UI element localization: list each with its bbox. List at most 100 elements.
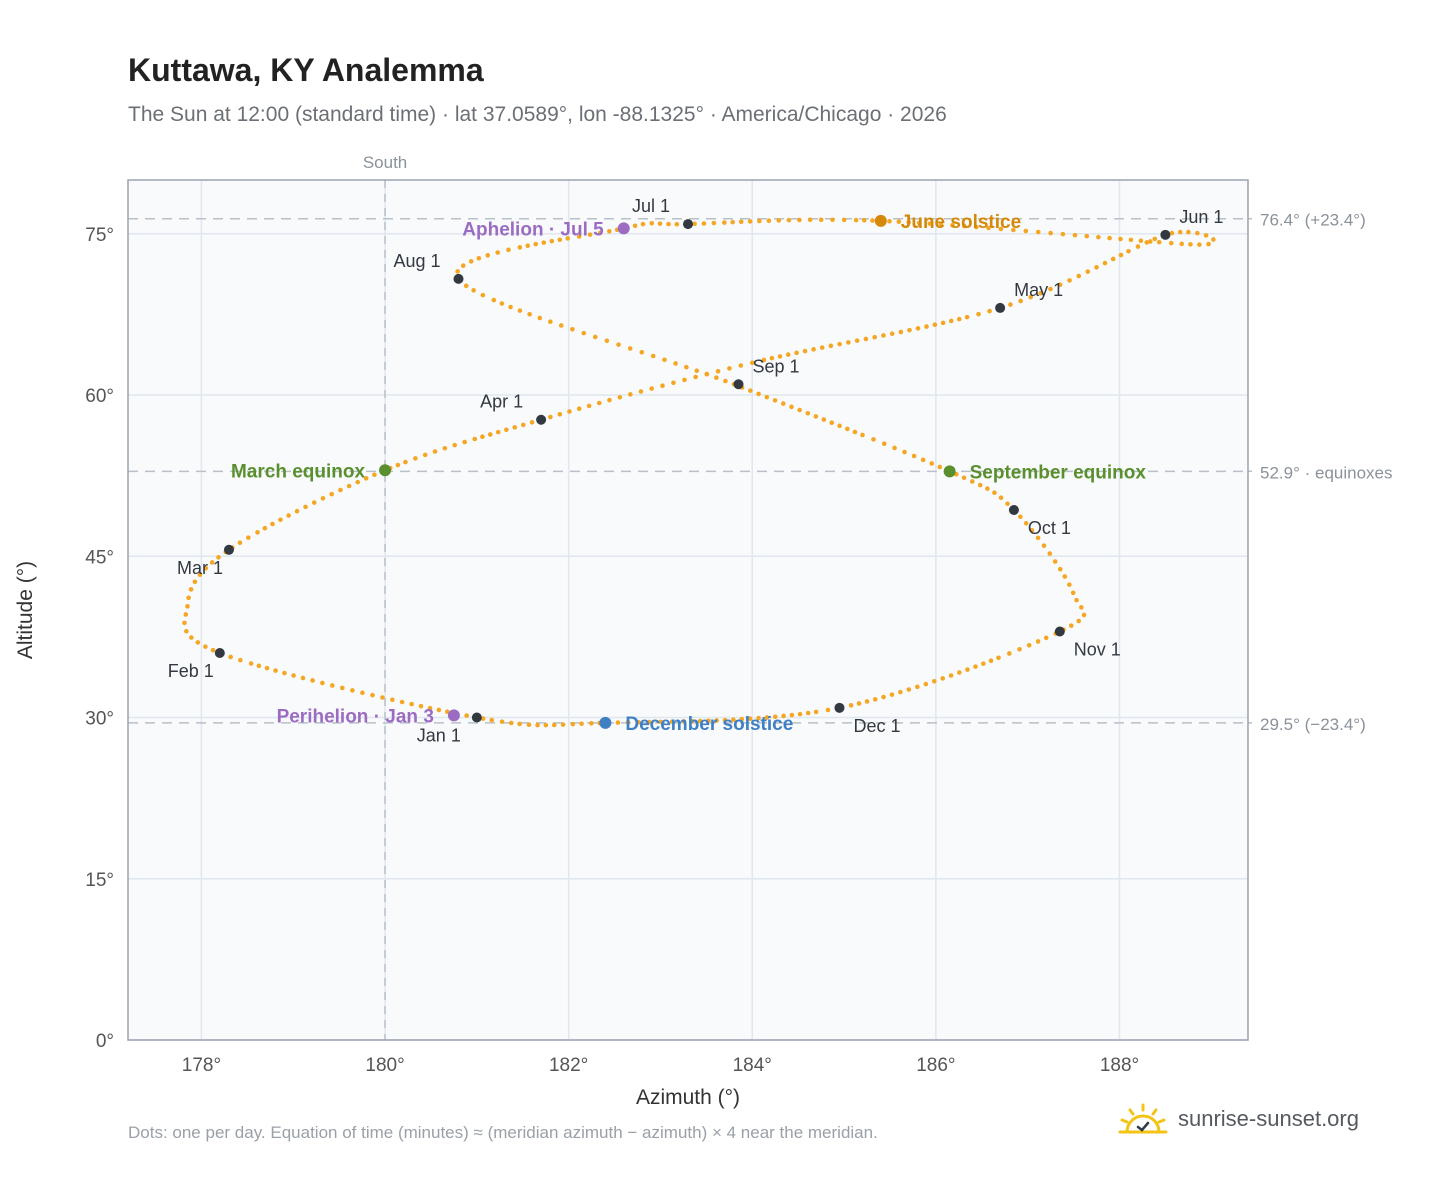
day-dot <box>694 368 700 373</box>
x-tick-label: 188° <box>1100 1055 1139 1076</box>
day-dot <box>1188 242 1193 247</box>
day-dot <box>370 692 375 698</box>
day-dot <box>395 462 401 468</box>
day-dot <box>785 352 791 357</box>
day-dot <box>560 722 566 727</box>
day-dot <box>278 517 283 523</box>
day-dot <box>329 683 335 688</box>
day-dot <box>981 661 986 666</box>
month-marker-label: Feb 1 <box>168 661 214 681</box>
day-dot <box>794 350 799 356</box>
day-dot <box>898 329 904 335</box>
day-dot <box>567 409 572 414</box>
day-dot <box>209 560 215 565</box>
day-dot <box>898 689 903 695</box>
event-label: June solstice <box>901 212 1021 233</box>
day-dot <box>427 705 433 711</box>
y-tick-label: 30° <box>85 709 114 730</box>
day-dot <box>714 718 719 723</box>
day-dot <box>911 453 917 459</box>
day-dot <box>565 236 571 241</box>
day-dot <box>860 432 865 438</box>
day-dot <box>627 346 633 351</box>
day-dot <box>872 697 878 702</box>
day-dot <box>1144 240 1150 245</box>
day-dot <box>780 401 786 406</box>
day-dot <box>1148 239 1153 244</box>
day-dot <box>294 508 300 514</box>
day-dot <box>1156 239 1162 245</box>
day-dot <box>517 721 522 727</box>
day-dot <box>906 687 912 692</box>
day-dot <box>929 461 935 466</box>
day-dot <box>1011 227 1016 233</box>
month-marker <box>1160 229 1171 240</box>
day-dot <box>950 222 955 228</box>
day-dot <box>853 217 859 223</box>
day-dot <box>491 297 497 303</box>
day-dot <box>432 449 438 454</box>
day-dot <box>1007 651 1012 656</box>
day-dot <box>781 713 786 719</box>
day-dot <box>1138 238 1144 244</box>
day-dot <box>480 716 486 721</box>
day-dot <box>489 717 495 723</box>
day-dot <box>360 690 365 696</box>
day-dot <box>777 354 783 359</box>
day-dot <box>210 647 216 653</box>
day-dot <box>1079 605 1084 610</box>
brand-name[interactable]: sunrise-sunset.org <box>1178 1106 1359 1131</box>
day-dot <box>828 343 834 349</box>
day-dot <box>985 486 990 491</box>
day-dot <box>704 371 710 377</box>
brand[interactable]: sunrise-sunset.org <box>1118 1102 1359 1136</box>
day-dot <box>722 717 728 723</box>
day-dot <box>931 678 937 684</box>
month-marker <box>223 544 234 555</box>
day-dot <box>1017 646 1022 652</box>
day-dot <box>1028 294 1034 300</box>
day-dot <box>189 635 194 640</box>
day-dot <box>526 722 532 727</box>
day-dot <box>747 219 753 224</box>
day-dot <box>442 445 448 451</box>
day-dot <box>409 701 414 707</box>
day-dot <box>1118 252 1124 258</box>
day-dot <box>769 355 775 361</box>
day-dot <box>186 595 191 601</box>
plot-area <box>128 180 1248 1040</box>
day-dot <box>399 699 405 705</box>
event-marker <box>617 222 630 235</box>
day-dot <box>723 378 728 384</box>
day-dot <box>340 685 345 691</box>
day-dot <box>738 219 744 225</box>
day-dot <box>184 628 189 634</box>
day-dot <box>658 719 663 725</box>
day-dot <box>896 219 902 225</box>
day-dot <box>576 234 582 239</box>
day-dot <box>1048 230 1053 236</box>
day-dot <box>1197 242 1202 247</box>
day-dot <box>671 380 676 386</box>
event-label: Aphelion · Jul 5 <box>462 219 604 240</box>
day-dot <box>1038 290 1043 296</box>
day-dot <box>1084 233 1090 239</box>
day-dot <box>557 411 563 417</box>
day-dot <box>527 311 532 317</box>
day-dot <box>1152 236 1158 242</box>
day-dot <box>776 218 782 223</box>
day-dot <box>881 333 886 338</box>
day-dot <box>818 217 824 223</box>
day-dot <box>805 410 811 416</box>
day-dot <box>403 459 408 465</box>
day-dot <box>797 407 802 413</box>
x-tick-label: 184° <box>733 1055 772 1076</box>
day-dot <box>1023 520 1029 526</box>
day-dot <box>1211 237 1216 242</box>
day-dot <box>1074 597 1079 603</box>
day-dot <box>1076 618 1082 624</box>
day-dot <box>525 243 531 249</box>
day-dot <box>535 722 540 728</box>
month-marker <box>683 219 693 230</box>
day-dot <box>183 612 189 617</box>
